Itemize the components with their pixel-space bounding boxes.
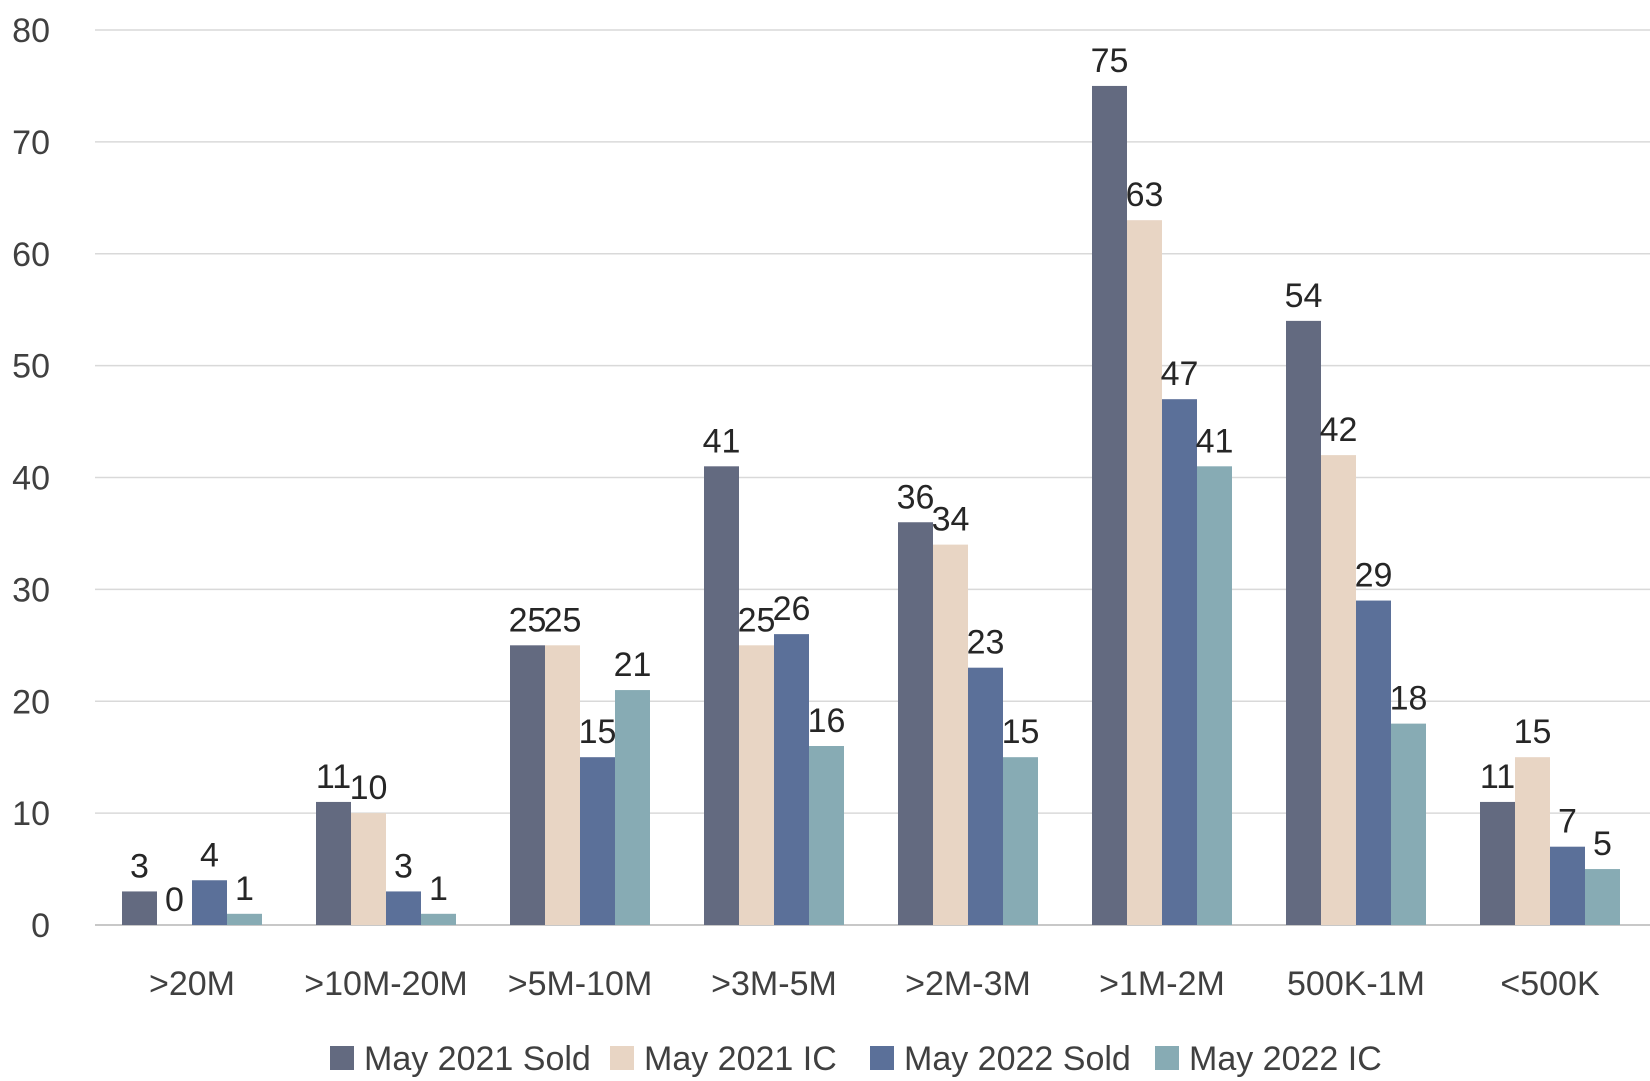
bar: [316, 801, 351, 925]
legend-label: May 2021 Sold: [364, 1040, 591, 1078]
data-label: 75: [1091, 42, 1129, 80]
y-tick-label: 60: [12, 236, 50, 274]
legend-swatch: [870, 1046, 894, 1070]
data-label: 5: [1593, 825, 1612, 863]
bar: [739, 645, 774, 925]
bar: [1003, 757, 1038, 925]
legend-swatch: [330, 1046, 354, 1070]
data-label: 25: [738, 601, 776, 639]
data-label: 21: [614, 646, 652, 684]
data-label: 7: [1558, 803, 1577, 841]
data-label: 15: [579, 713, 617, 751]
bar: [1356, 600, 1391, 925]
bar: [1321, 455, 1356, 925]
bar: [192, 880, 227, 925]
data-label: 26: [773, 590, 811, 628]
category-label: <500K: [1500, 965, 1600, 1003]
y-tick-label: 50: [12, 348, 50, 386]
data-label: 15: [1002, 713, 1040, 751]
data-label: 25: [509, 601, 547, 639]
bar: [898, 522, 933, 925]
data-label: 10: [350, 769, 388, 807]
data-label: 3: [130, 847, 149, 885]
category-label: >5M-10M: [508, 965, 653, 1003]
y-tick-label: 80: [12, 12, 50, 50]
data-label: 34: [932, 501, 970, 539]
bar: [968, 667, 1003, 925]
data-label: 16: [808, 702, 846, 740]
bar: [1127, 220, 1162, 925]
y-axis-ticks: 0 10 20 30 40 50 60 70 80: [12, 12, 50, 945]
bar: [1391, 723, 1426, 925]
data-label: 1: [429, 870, 448, 908]
category-label: >20M: [149, 965, 235, 1003]
data-label: 18: [1390, 680, 1428, 718]
bar: [1162, 399, 1197, 925]
bar: [704, 466, 739, 925]
data-label: 0: [165, 881, 184, 919]
category-label: >3M-5M: [711, 965, 837, 1003]
bars: [122, 85, 1620, 925]
bar: [122, 891, 157, 925]
data-label: 41: [1196, 422, 1234, 460]
category-label: >1M-2M: [1099, 965, 1225, 1003]
data-label: 15: [1514, 713, 1552, 751]
bar: [1585, 869, 1620, 925]
bar: [809, 746, 844, 925]
legend-swatch: [1155, 1046, 1179, 1070]
legend-swatch: [610, 1046, 634, 1070]
data-label: 42: [1320, 411, 1358, 449]
legend-label: May 2021 IC: [644, 1040, 837, 1078]
bar: [386, 891, 421, 925]
data-label: 11: [1480, 758, 1515, 796]
y-tick-label: 0: [31, 907, 50, 945]
data-label: 23: [967, 624, 1005, 662]
category-label: 500K-1M: [1287, 965, 1425, 1003]
data-label: 11: [316, 758, 351, 796]
bar: [1286, 320, 1321, 925]
category-label: >10M-20M: [304, 965, 467, 1003]
data-label: 25: [544, 601, 582, 639]
data-label: 29: [1355, 557, 1393, 595]
bar: [351, 813, 386, 925]
data-label: 36: [897, 478, 935, 516]
legend: May 2021 Sold May 2021 IC May 2022 Sold May…: [330, 1040, 1382, 1078]
x-axis-categories: >20M >10M-20M >5M-10M >3M-5M >2M-3M >1M-2M 500…: [149, 965, 1600, 1003]
y-tick-label: 30: [12, 571, 50, 609]
data-labels: 3041111031252515214125261636342315756347…: [130, 42, 1612, 919]
bar: [933, 544, 968, 925]
y-tick-label: 20: [12, 683, 50, 721]
data-label: 1: [235, 870, 254, 908]
bar: [1092, 85, 1127, 925]
bar: [510, 645, 545, 925]
bar: [421, 913, 456, 925]
bar: [1480, 801, 1515, 925]
bar: [1197, 466, 1232, 925]
category-label: >2M-3M: [905, 965, 1031, 1003]
bar: [1515, 757, 1550, 925]
bar: [227, 913, 262, 925]
data-label: 3: [394, 847, 413, 885]
bar: [1550, 846, 1585, 925]
bar: [545, 645, 580, 925]
bar: [580, 757, 615, 925]
y-tick-label: 40: [12, 460, 50, 498]
legend-label: May 2022 Sold: [904, 1040, 1131, 1078]
data-label: 41: [703, 422, 741, 460]
legend-label: May 2022 IC: [1189, 1040, 1382, 1078]
y-tick-label: 70: [12, 124, 50, 162]
data-label: 4: [200, 836, 219, 874]
bar: [615, 690, 650, 925]
y-tick-label: 10: [12, 795, 50, 833]
data-label: 54: [1285, 277, 1323, 315]
data-label: 63: [1126, 176, 1164, 214]
bar: [774, 634, 809, 925]
data-label: 47: [1161, 355, 1199, 393]
